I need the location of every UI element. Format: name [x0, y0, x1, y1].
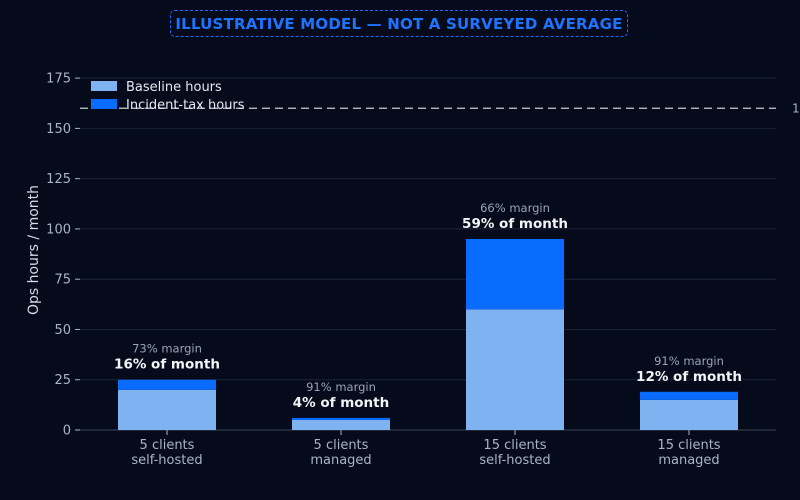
- category-label-line1-2: 15 clients: [483, 438, 546, 453]
- y-tick-label-3: 75: [54, 273, 71, 288]
- category-label-line1-3: 15 clients: [657, 438, 720, 453]
- illustrative-banner: ILLUSTRATIVE MODEL — NOT A SURVEYED AVER…: [170, 10, 628, 37]
- share-label-1: 4% of month: [293, 395, 389, 411]
- y-tick-label-1: 25: [54, 373, 71, 388]
- category-label-line2-1: managed: [310, 453, 371, 468]
- bar-baseline-3: [640, 399, 738, 430]
- y-tick-label-4: 100: [46, 222, 71, 237]
- bar-incident-1: [292, 417, 390, 420]
- y-tick-label-7: 175: [46, 72, 71, 87]
- margin-label-1: 91% margin: [306, 380, 376, 394]
- share-label-3: 12% of month: [636, 369, 742, 385]
- bar-incident-2: [466, 238, 564, 310]
- bar-incident-0: [118, 379, 216, 390]
- category-label-line2-3: managed: [658, 453, 719, 468]
- legend-label-1: Incident-tax hours: [126, 98, 245, 113]
- bar-baseline-1: [292, 419, 390, 430]
- y-tick-label-0: 0: [63, 424, 71, 439]
- share-label-0: 16% of month: [114, 357, 220, 373]
- category-label-line2-0: self-hosted: [131, 453, 202, 468]
- bar-incident-3: [640, 391, 738, 400]
- category-label-line1-1: 5 clients: [314, 438, 369, 453]
- legend-label-0: Baseline hours: [126, 80, 222, 95]
- share-label-2: 59% of month: [462, 216, 568, 232]
- margin-label-2: 66% margin: [480, 201, 550, 215]
- y-tick-label-6: 150: [46, 122, 71, 137]
- bar-baseline-0: [118, 389, 216, 430]
- y-axis-label: Ops hours / month: [26, 185, 42, 315]
- legend-swatch-0: [91, 81, 117, 91]
- y-tick-label-2: 50: [54, 323, 71, 338]
- margin-label-3: 91% margin: [654, 354, 724, 368]
- category-label-line2-2: self-hosted: [479, 453, 550, 468]
- bar-baseline-2: [466, 309, 564, 430]
- category-label-line1-0: 5 clients: [140, 438, 195, 453]
- margin-label-0: 73% margin: [132, 342, 202, 356]
- reference-line-label: 1: [792, 101, 800, 115]
- legend-swatch-1: [91, 99, 117, 109]
- y-tick-label-5: 125: [46, 172, 71, 187]
